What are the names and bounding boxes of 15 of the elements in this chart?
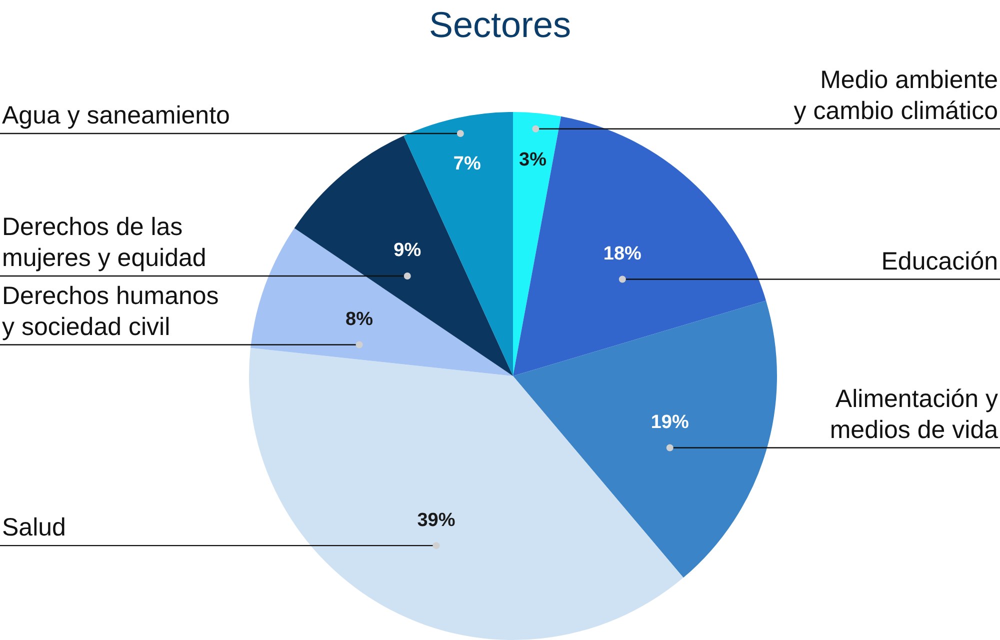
data-label: 8% [346,308,374,330]
slice-label: Agua y saneamiento [2,101,230,130]
data-label: 3% [519,150,547,171]
data-label: 39% [417,510,456,531]
data-label: 18% [603,243,642,264]
slice-label: Salud [2,514,66,542]
slice-label: Alimentación y medios de vida [830,384,998,444]
slice-label: Derechos humanos y sociedad civil [2,282,219,341]
data-label: 9% [394,240,422,262]
data-label: 7% [453,154,481,175]
slice-label: Educación [881,247,998,276]
chart-title: Sectores [428,4,572,45]
slice-label: Medio ambiente y cambio climático [794,66,998,125]
data-label: 19% [650,412,689,433]
slice-label: Derechos de las mujeres y equidad [2,212,206,272]
